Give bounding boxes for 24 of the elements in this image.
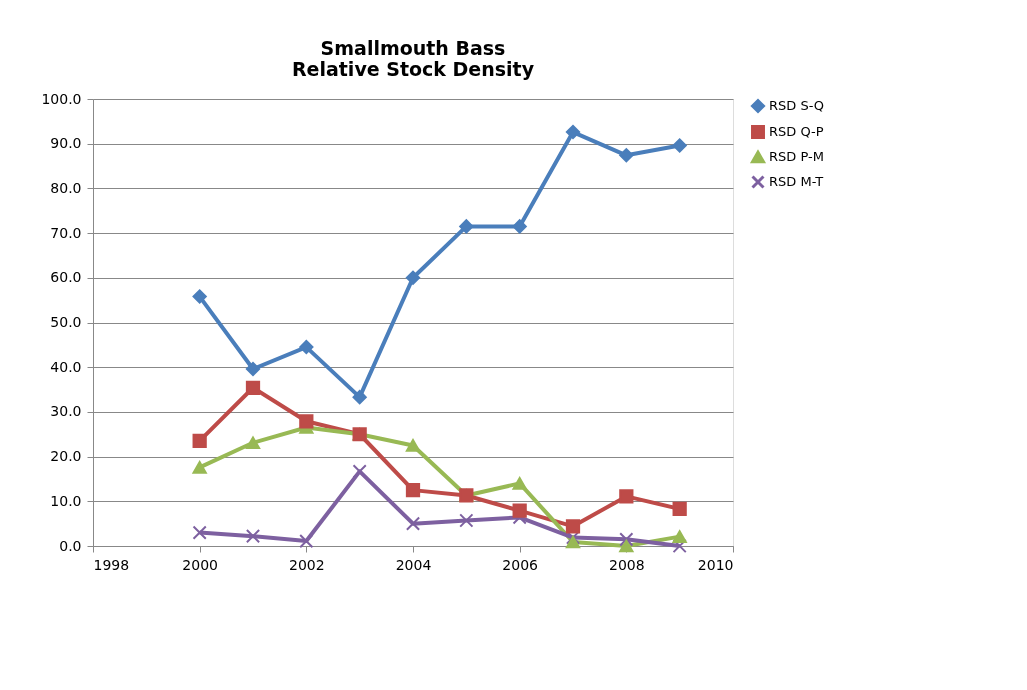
y-tick-label: 60.0 bbox=[50, 269, 82, 286]
legend-label: RSD Q-P bbox=[769, 124, 824, 139]
legend-label: RSD P-M bbox=[769, 149, 824, 164]
y-tick-label: 90.0 bbox=[50, 135, 82, 152]
x-tick-label: 2010 bbox=[697, 556, 734, 573]
y-tick-label: 0.0 bbox=[59, 537, 82, 554]
y-tick-label: 70.0 bbox=[50, 224, 82, 241]
y-tick-label: 30.0 bbox=[50, 403, 82, 420]
x-tick-label: 2000 bbox=[182, 556, 218, 573]
y-tick-label: 50.0 bbox=[50, 314, 82, 330]
x-tick-label: 2004 bbox=[395, 556, 432, 573]
y-tick-label: 20.0 bbox=[50, 448, 82, 465]
legend-label: RSD S-Q bbox=[769, 98, 825, 113]
text: Relative Stock Density bbox=[291, 58, 535, 80]
y-tick-label: 10.0 bbox=[50, 492, 82, 509]
x-tick-label: 2008 bbox=[609, 556, 645, 573]
y-tick-label: 40.0 bbox=[50, 358, 82, 375]
legend-label: RSD M-T bbox=[769, 174, 824, 189]
y-tick-label: 100.0 bbox=[41, 90, 82, 107]
x-tick-label: 2006 bbox=[502, 556, 539, 573]
text: Smallmouth Bass bbox=[320, 37, 506, 59]
x-tick-label: 2002 bbox=[289, 556, 325, 573]
x-tick-label: 1998 bbox=[93, 556, 130, 573]
y-tick-label: 80.0 bbox=[50, 179, 82, 196]
